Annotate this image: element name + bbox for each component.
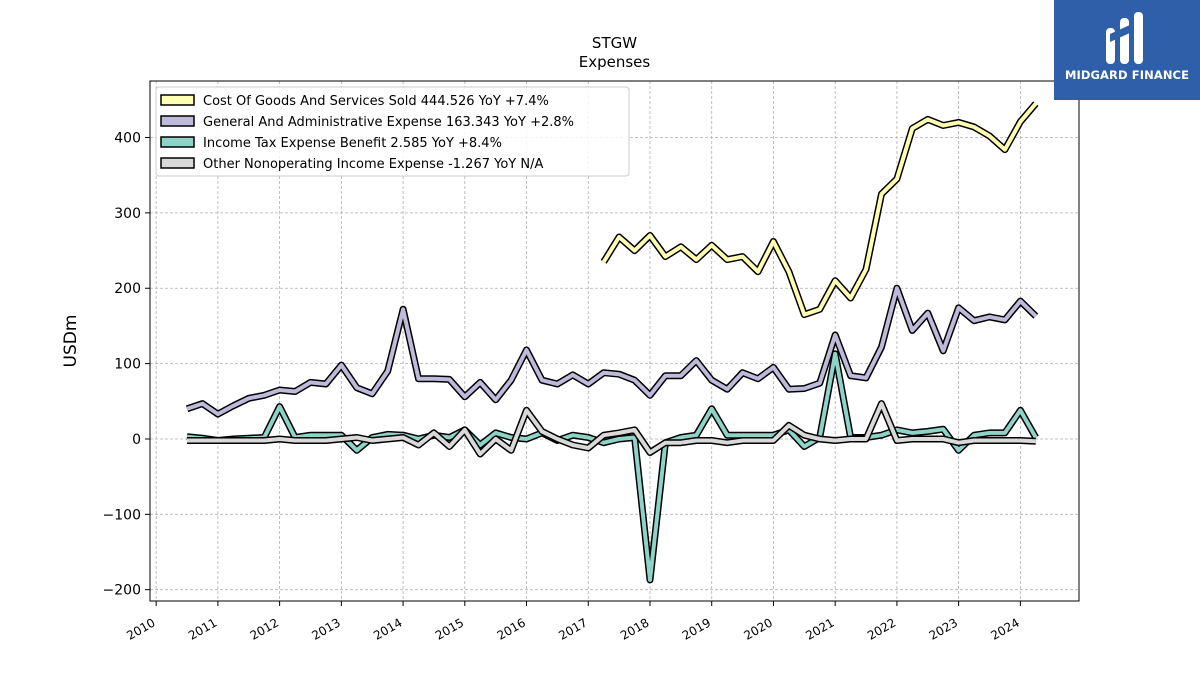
legend-swatch	[160, 115, 195, 127]
y-tick-label: −100	[103, 507, 141, 523]
x-tick-label: 2020	[741, 615, 774, 642]
legend-swatch	[160, 94, 195, 106]
x-tick-label: 2013	[309, 615, 342, 642]
series-2-line	[186, 351, 1038, 582]
x-tick-label: 2022	[865, 615, 898, 642]
x-tick-label: 2023	[927, 615, 960, 642]
x-tick-label: 2018	[618, 615, 651, 642]
y-tick-label: 400	[114, 131, 141, 147]
y-tick-label: 300	[114, 206, 141, 222]
x-tick-label: 2014	[371, 615, 404, 642]
x-tick-label: 2012	[248, 615, 281, 642]
x-tick-label: 2016	[495, 615, 528, 642]
legend-label: General And Administrative Expense 163.3…	[203, 115, 574, 130]
series-layer	[185, 101, 1039, 584]
x-tick-label: 2019	[680, 615, 713, 642]
legend-label: Other Nonoperating Income Expense -1.267…	[203, 157, 543, 172]
legend-box	[155, 86, 630, 177]
series-0-line	[601, 102, 1038, 317]
legend: Cost Of Goods And Services Sold 444.526 …	[155, 86, 630, 177]
legend-label: Cost Of Goods And Services Sold 444.526 …	[203, 94, 549, 109]
x-tick-label: 2017	[556, 615, 589, 642]
legend-swatch	[160, 136, 195, 148]
y-tick-label: −200	[103, 583, 141, 599]
y-tick-label: 200	[114, 281, 141, 297]
series-1-outline	[185, 284, 1039, 418]
series-3-line	[187, 401, 1036, 456]
x-tick-label: 2010	[124, 615, 157, 642]
midgard-logo-icon	[1106, 12, 1143, 64]
x-axis: 2010 2011 2012 2013 2014 2015 2016 2017 2018 2019…	[124, 601, 1022, 643]
legend-label: Income Tax Expense Benefit 2.585 YoY +8.…	[203, 136, 502, 151]
logo-name: MIDGARD FINANCE	[1064, 68, 1190, 82]
plot-frame	[149, 80, 1080, 602]
chart-title: STGW	[592, 34, 637, 52]
series-0-outline	[600, 101, 1039, 319]
y-axis-label: USDm	[61, 315, 81, 368]
y-tick-label: 0	[132, 432, 141, 448]
series-2-outline	[186, 350, 1039, 584]
legend-swatch	[160, 157, 195, 169]
x-tick-label: 2024	[988, 615, 1021, 642]
x-tick-label: 2021	[803, 615, 836, 642]
midgard-logo: MIDGARD FINANCE	[1054, 0, 1200, 100]
y-axis: −200 −100 0 100 200 300 400	[103, 131, 150, 599]
chart-subtitle: Expenses	[579, 53, 651, 71]
series-1-line	[186, 286, 1038, 417]
x-tick-label: 2015	[433, 615, 466, 642]
x-tick-label: 2011	[186, 615, 219, 642]
y-tick-label: 100	[114, 357, 141, 373]
